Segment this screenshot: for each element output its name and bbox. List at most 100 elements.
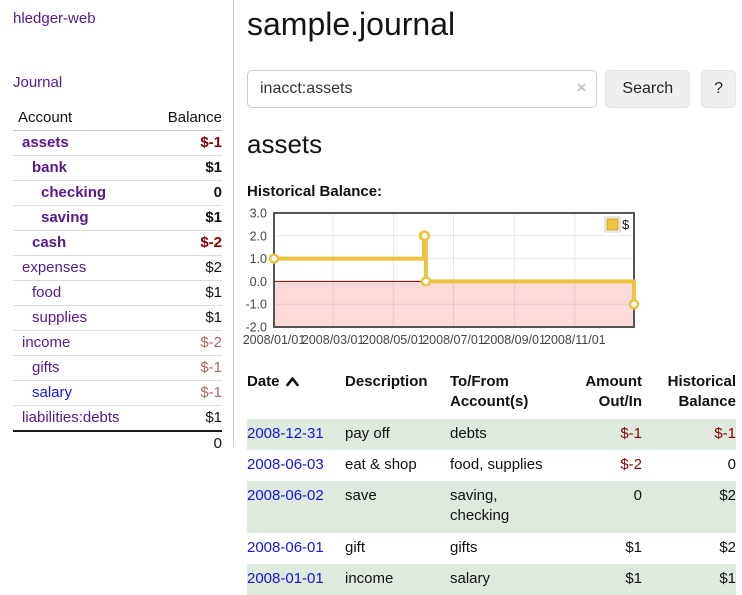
transaction-description: pay off: [345, 424, 390, 442]
account-link-liabilities-debts[interactable]: liabilities:debts: [22, 409, 120, 426]
historical-balance-chart: $3.0 2.0 1.0 0.0 -1.0 -2.0 2008/01/01 2008/03/0…: [238, 207, 736, 348]
transaction-balance: $2: [719, 487, 736, 504]
search-form: × Search ?: [247, 70, 736, 108]
chart-title: Historical Balance:: [247, 183, 383, 200]
transaction-amount: $-1: [620, 424, 642, 442]
account-row: assets $-1: [13, 130, 222, 156]
svg-text:2008/01/01: 2008/01/01: [243, 333, 306, 347]
register-header-accounts: To/From Account(s): [450, 373, 529, 411]
account-balance: $1: [147, 405, 222, 432]
transaction-amount: $-2: [620, 455, 642, 473]
account-row: expenses $2: [13, 255, 222, 281]
account-row: gifts $-1: [13, 355, 222, 381]
svg-text:2008/11/01: 2008/11/01: [544, 333, 606, 347]
transaction-row: 2008-06-02 save saving, checking 0 $2: [247, 481, 736, 533]
balance-chart-canvas: $3.0 2.0 1.0 0.0 -1.0 -2.02008/01/012008/03/0…: [243, 207, 640, 347]
transaction-description: save: [345, 487, 377, 504]
transaction-amount: $1: [625, 569, 642, 587]
account-heading: assets: [247, 129, 323, 159]
accounts-total-row: 0: [13, 430, 222, 456]
account-balance: $2: [147, 255, 222, 281]
transaction-accounts: debts: [450, 424, 487, 442]
account-row: bank $1: [13, 155, 222, 181]
transaction-balance: $1: [719, 569, 736, 587]
accounts-header-balance: Balance: [147, 106, 222, 131]
account-balance: $1: [147, 305, 222, 331]
svg-text:2008/03/01: 2008/03/01: [302, 333, 365, 347]
svg-text:-1.0: -1.0: [245, 298, 267, 312]
transaction-accounts: saving, checking: [450, 487, 510, 525]
transaction-date-link[interactable]: 2008-06-03: [247, 455, 324, 473]
account-row: checking 0: [13, 180, 222, 206]
account-link-gifts[interactable]: gifts: [32, 359, 60, 376]
transaction-row: 2008-12-31 pay off debts $-1 $-1: [247, 418, 736, 450]
accounts-table: Account Balance assets $-1 bank $1 checkin…: [13, 106, 222, 456]
sidebar-item-journal[interactable]: Journal: [13, 74, 63, 91]
transaction-date-link[interactable]: 2008-06-01: [247, 538, 324, 556]
accounts-total-value: 0: [147, 430, 222, 456]
account-balance: $1: [147, 155, 222, 181]
transaction-row: 2008-06-01 gift gifts $1 $2: [247, 533, 736, 564]
svg-text:2008/09/01: 2008/09/01: [483, 333, 546, 347]
app-title-link[interactable]: hledger-web: [13, 10, 96, 27]
svg-text:3.0: 3.0: [250, 208, 267, 221]
account-balance: $1: [147, 280, 222, 306]
transaction-description: income: [345, 569, 394, 587]
register-header-balance: Historical Balance: [667, 373, 736, 411]
account-balance: $-1: [147, 355, 222, 381]
account-row: cash $-2: [13, 230, 222, 256]
svg-text:2008/05/01: 2008/05/01: [362, 333, 425, 347]
transaction-description: eat & shop: [345, 455, 417, 473]
page-title: sample.journal: [247, 6, 456, 42]
account-balance: $-2: [147, 230, 222, 256]
account-link-food[interactable]: food: [32, 284, 62, 301]
main-content: sample.journal × Search ? assets Histori…: [243, 0, 736, 595]
svg-text:0.0: 0.0: [250, 275, 267, 289]
account-link-supplies[interactable]: supplies: [32, 309, 88, 326]
transaction-accounts: food, supplies: [450, 455, 543, 473]
account-row: salary $-1: [13, 380, 222, 406]
transaction-amount: $1: [625, 538, 642, 556]
transaction-date-link[interactable]: 2008-01-01: [247, 569, 324, 587]
account-link-bank[interactable]: bank: [32, 159, 68, 176]
transaction-balance: $-1: [714, 424, 736, 442]
transaction-balance: $2: [719, 538, 736, 556]
search-input[interactable]: [247, 70, 598, 108]
account-balance: $-1: [147, 130, 222, 156]
transaction-accounts: salary: [450, 569, 491, 587]
account-row: food $1: [13, 280, 222, 306]
account-link-checking[interactable]: checking: [41, 184, 107, 201]
account-balance: 0: [147, 180, 222, 206]
search-button[interactable]: Search: [605, 70, 691, 108]
transaction-date-link[interactable]: 2008-12-31: [247, 424, 324, 442]
account-link-saving[interactable]: saving: [41, 209, 89, 226]
register-table: Date Description To/From Account(s) Amou…: [247, 367, 736, 595]
account-balance: $1: [147, 205, 222, 231]
sort-ascending-icon: [285, 377, 299, 387]
transaction-balance: 0: [727, 455, 736, 473]
svg-text:-2.0: -2.0: [245, 321, 267, 335]
transaction-date-link[interactable]: 2008-06-02: [247, 487, 324, 504]
account-link-cash[interactable]: cash: [32, 234, 67, 251]
transaction-description: gift: [345, 538, 366, 556]
account-link-expenses[interactable]: expenses: [22, 259, 87, 276]
help-button[interactable]: ?: [701, 70, 736, 108]
transaction-row: 2008-06-03 eat & shop food, supplies $-2…: [247, 450, 736, 481]
transaction-row: 2008-01-01 income salary $1 $1: [247, 563, 736, 595]
register-header-date[interactable]: Date: [247, 367, 345, 419]
account-link-salary[interactable]: salary: [32, 384, 73, 401]
svg-text:2008/07/01: 2008/07/01: [422, 333, 485, 347]
register-header-amount: Amount Out/In: [585, 373, 642, 411]
svg-text:1.0: 1.0: [250, 252, 267, 266]
sidebar: hledger-web Journal Account Balance asse…: [0, 0, 234, 456]
clear-search-icon[interactable]: ×: [576, 78, 587, 97]
accounts-header-account: Account: [13, 106, 148, 131]
account-balance: $-2: [147, 330, 222, 356]
svg-text:2.0: 2.0: [250, 229, 267, 243]
account-link-income[interactable]: income: [22, 334, 71, 351]
account-balance: $-1: [147, 380, 222, 406]
account-row: liabilities:debts $1: [13, 405, 222, 432]
transaction-amount: 0: [633, 487, 642, 504]
register-header-description: Description: [345, 373, 428, 390]
account-link-assets[interactable]: assets: [22, 134, 69, 151]
